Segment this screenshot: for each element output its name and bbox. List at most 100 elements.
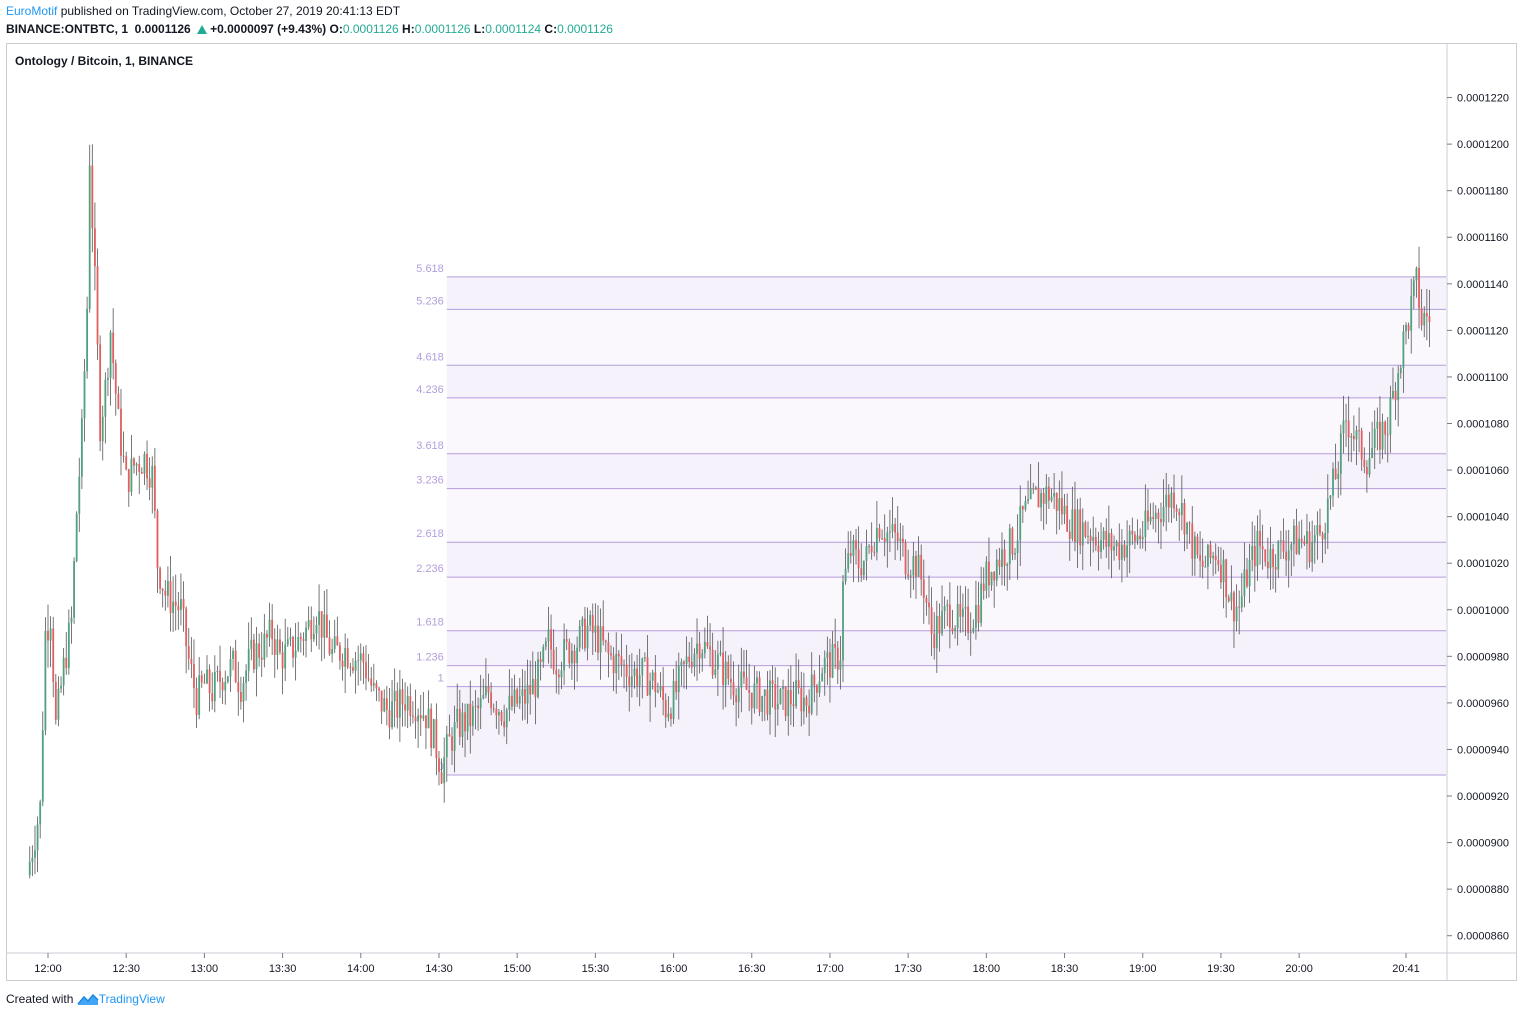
candle-body <box>550 629 552 650</box>
candle-body <box>542 646 545 662</box>
candle-body <box>1376 421 1379 429</box>
candle-body <box>727 661 730 679</box>
price-tick-label: 0.0000900 <box>1457 838 1509 850</box>
candle-body <box>672 681 675 719</box>
candle-body <box>153 465 156 511</box>
fib-level-label: 3.236 <box>416 475 444 487</box>
candle-body <box>933 633 936 649</box>
fib-level-label: 3.618 <box>416 440 444 452</box>
candle-body <box>302 639 305 641</box>
candle-body <box>875 528 878 553</box>
candle-body <box>1337 473 1340 479</box>
candlestick-chart[interactable]: 0 1 1.236 1.618 2.236 2.618 3.236 3.618 4.236 4.6… <box>0 0 1524 990</box>
candle-body <box>1188 522 1191 524</box>
candle-body <box>1277 541 1280 570</box>
candle-body <box>281 652 284 669</box>
price-tick-label: 0.0000960 <box>1457 698 1509 710</box>
candle-body <box>1008 528 1011 565</box>
candle-body <box>1360 430 1363 460</box>
candle-body <box>1373 428 1376 448</box>
candle-body <box>716 654 719 670</box>
candle-body <box>690 661 693 668</box>
candle-body <box>677 666 680 693</box>
candle-body <box>985 561 988 591</box>
fib-zone <box>446 488 1446 543</box>
candle-body <box>641 658 644 676</box>
candle-body <box>367 678 370 680</box>
candle-body <box>816 685 818 693</box>
candle-body <box>792 704 795 707</box>
candle-body <box>693 653 696 668</box>
candle-body <box>323 614 326 638</box>
candle-body <box>1415 267 1418 281</box>
arrow-up-icon <box>197 25 208 34</box>
candle-body <box>995 559 998 581</box>
candle-body <box>1102 530 1105 540</box>
candle-body <box>1352 435 1355 440</box>
candle-body <box>1394 390 1397 401</box>
candle-body <box>539 659 542 662</box>
candle-body <box>943 606 946 612</box>
candle-body <box>28 862 31 876</box>
candle-body <box>247 648 250 671</box>
candle-body <box>654 672 657 693</box>
candle-body <box>729 678 732 683</box>
candle-body <box>216 670 219 672</box>
candle-body <box>328 637 331 655</box>
price-axis[interactable]: 0.0000860 0.0000880 0.0000900 0.0000920 0.00… <box>1447 93 1509 943</box>
candle-body <box>1248 559 1251 587</box>
candle-body <box>620 656 623 665</box>
candle-body <box>1334 468 1337 479</box>
candle-body <box>91 165 94 229</box>
candle-body <box>847 553 850 569</box>
candle-body <box>568 641 571 664</box>
candle-body <box>1120 544 1123 560</box>
candle-body <box>498 711 500 716</box>
candle-body <box>398 689 401 718</box>
candle-body <box>461 712 464 737</box>
candle-body <box>670 713 672 719</box>
candle-body <box>948 604 951 628</box>
chart-frame[interactable] <box>6 43 1517 981</box>
candle-body <box>1230 592 1233 602</box>
candle-body <box>1290 544 1293 551</box>
candle-body <box>430 708 433 748</box>
fib-zone <box>446 453 1446 489</box>
candle-body <box>1196 536 1199 555</box>
candle-body <box>161 588 164 591</box>
candle-body <box>1105 530 1108 547</box>
candle-body <box>1308 531 1311 563</box>
candle-body <box>724 661 727 686</box>
candle-body <box>1321 533 1324 540</box>
author-link[interactable]: EuroMotif <box>6 4 58 18</box>
candle-body <box>698 643 701 659</box>
candle-body <box>883 538 886 542</box>
candle-body <box>187 646 190 659</box>
candle-body <box>865 546 868 561</box>
candle-body <box>375 683 378 689</box>
price-tick-label: 0.0001060 <box>1457 465 1509 477</box>
candle-body <box>1034 487 1037 490</box>
candle-body <box>881 538 884 540</box>
symbol-info-bar: BINANCE:ONTBTC, 1 0.0001126 +0.0000097 (… <box>6 22 613 36</box>
candle-body <box>297 636 300 651</box>
candle-body <box>151 465 154 488</box>
candle-body <box>451 736 453 751</box>
fibonacci-extension[interactable]: 0 1 1.236 1.618 2.236 2.618 3.236 3.618 4.236 4.6… <box>416 263 1446 776</box>
time-axis[interactable]: 12:00 12:30 13:00 13:30 14:00 14:30 15:00 15:30… <box>34 953 1420 975</box>
candle-body <box>166 581 169 596</box>
fib-level-label: 5.236 <box>416 295 444 307</box>
candle-body <box>797 680 800 689</box>
fib-zone <box>446 397 1446 454</box>
candle-body <box>743 671 745 678</box>
candle-body <box>1144 510 1147 537</box>
candle-body <box>591 615 594 633</box>
time-tick-label: 20:00 <box>1285 963 1313 975</box>
candle-body <box>776 703 779 710</box>
candle-body <box>1097 545 1100 552</box>
candle-body <box>615 653 618 674</box>
candle-body <box>1329 495 1332 499</box>
tradingview-brand[interactable]: TradingView <box>98 992 165 1006</box>
candle-body <box>1209 544 1212 559</box>
candle-body <box>1212 555 1215 559</box>
